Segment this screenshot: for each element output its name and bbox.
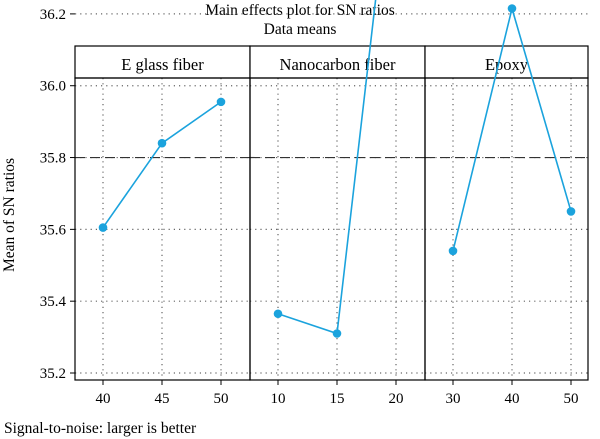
x-tick-label: 50 bbox=[214, 391, 229, 407]
panel-header-label: Epoxy bbox=[485, 55, 529, 74]
panel-frame bbox=[424, 77, 589, 381]
y-tick-label: 36.0 bbox=[40, 79, 66, 95]
data-point bbox=[216, 97, 226, 107]
x-tick-label: 30 bbox=[446, 391, 461, 407]
x-tick-label: 10 bbox=[271, 391, 286, 407]
x-tick-label: 20 bbox=[389, 391, 404, 407]
x-tick-label: 50 bbox=[564, 391, 579, 407]
x-tick-label: 15 bbox=[330, 391, 345, 407]
data-point bbox=[98, 223, 108, 232]
data-point bbox=[273, 309, 283, 319]
chart-title: Main effects plot for SN ratios bbox=[205, 2, 395, 19]
data-point bbox=[566, 207, 576, 216]
x-tick-label: 40 bbox=[505, 391, 520, 407]
plot-area: 35.235.435.635.836.036.236.436.636.8E gl… bbox=[40, 0, 589, 407]
x-tick-label: 40 bbox=[96, 391, 111, 407]
y-tick-label: 36.2 bbox=[40, 7, 66, 23]
footer-note: Signal-to-noise: larger is better bbox=[4, 420, 197, 437]
y-tick-label: 35.8 bbox=[40, 151, 66, 167]
panel-header-label: E glass fiber bbox=[121, 55, 204, 74]
chart-subtitle: Data means bbox=[264, 21, 337, 38]
data-point bbox=[507, 4, 517, 13]
series-line bbox=[452, 5, 572, 252]
y-tick-label: 35.6 bbox=[40, 222, 67, 238]
panel-header-label: Nanocarbon fiber bbox=[280, 55, 396, 74]
data-point bbox=[332, 329, 342, 338]
y-axis-label: Mean of SN ratios bbox=[1, 158, 18, 272]
data-point bbox=[157, 138, 167, 148]
y-tick-label: 35.2 bbox=[40, 366, 66, 382]
panel-header-box bbox=[249, 45, 426, 79]
x-tick-label: 45 bbox=[155, 391, 170, 407]
y-tick-label: 35.4 bbox=[40, 294, 67, 310]
data-point bbox=[448, 246, 458, 256]
